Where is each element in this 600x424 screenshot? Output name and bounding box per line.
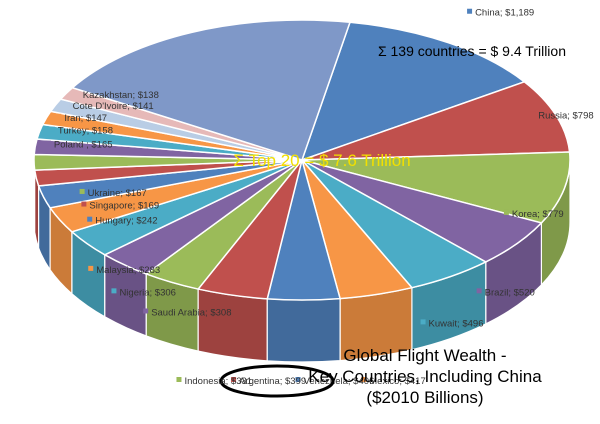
legend-key-venezuela	[295, 377, 301, 382]
data-label-ukraine: Ukraine; $167	[88, 188, 147, 199]
legend-key-iran	[56, 113, 62, 119]
legend-key-kuwait	[420, 319, 426, 325]
legend-key-kazakhstan	[74, 91, 80, 97]
pie-side-walls	[33, 159, 571, 363]
chart-title-line-1: Global Flight Wealth -	[343, 346, 506, 365]
legend-key-russia	[530, 111, 536, 117]
chart-title-line-3: ($2010 Billions)	[366, 388, 483, 407]
legend-key-cote-d-ivoire	[64, 102, 70, 108]
legend-key-singapore	[81, 201, 87, 207]
legend-key-hungary	[87, 216, 93, 222]
data-label-kuwait: Kuwait; $496	[429, 318, 484, 329]
data-label-china: China; $1,189	[475, 8, 534, 19]
data-label-hungary: Hungary; $242	[95, 216, 157, 227]
data-label-malaysia: Malaysia; $283	[96, 265, 160, 276]
data-label-russia: Russia; $798	[538, 110, 593, 121]
pie-slice-russia	[301, 80, 571, 161]
legend-key-ukraine	[79, 188, 85, 194]
data-label-indonesia: Indonesia; $331	[184, 376, 252, 387]
pie-slice-korea	[301, 151, 571, 224]
pie-slice-rest-of-world	[70, 19, 352, 161]
legend-key-korea	[503, 209, 509, 215]
data-label-venezuela: Venezuela; $406	[304, 376, 375, 387]
pie-side-argentina	[197, 288, 268, 362]
highlight-circle-argentina	[219, 364, 335, 398]
data-label-korea: Korea; $779	[512, 209, 564, 220]
legend-key-brazil	[476, 288, 482, 294]
data-label-nigeria: Nigeria; $306	[119, 287, 176, 298]
data-label-turkey: Turkey; $158	[58, 126, 113, 137]
data-label-mexico: Mexico; $417	[369, 376, 426, 387]
center-annotation: Σ Top 20 = $ 7.6 Trillion	[233, 151, 410, 170]
data-label-singapore: Singapore; $169	[89, 201, 159, 212]
data-label-cote-d-ivoire: Cote D'Ivoire; $141	[73, 101, 154, 112]
legend-key-malaysia	[88, 265, 94, 271]
legend-key-china	[467, 8, 473, 14]
pie-top-faces	[33, 19, 571, 301]
data-label-argentina: Argentina; $399	[239, 376, 306, 387]
data-label-saudi-arabia: Saudi Arabia; $308	[151, 307, 231, 318]
legend-key-saudi-arabia	[143, 308, 149, 314]
legend-key-indonesia	[176, 377, 182, 382]
legend-key-turkey	[49, 126, 55, 132]
pie-side-venezuela	[266, 297, 341, 363]
data-label-poland: Poland ; $165	[54, 140, 113, 151]
pie-labels: China; $1,189 Russia; $798 Korea; $779 Braz…	[45, 8, 594, 398]
legend-key-mexico	[361, 377, 367, 382]
pie-slice-china	[300, 21, 526, 162]
legend-key-nigeria	[111, 288, 117, 294]
chart-title-line-2: Key Countries, Including China	[308, 367, 542, 386]
legend-key-poland	[45, 140, 51, 146]
data-label-kazakhstan: Kazakhstan; $138	[83, 90, 159, 101]
legend-key-argentina	[231, 377, 237, 382]
data-label-brazil: Brazil; $520	[485, 287, 535, 298]
data-label-iran: Iran; $147	[64, 113, 107, 124]
total-annotation: Σ 139 countries = $ 9.4 Trillion	[378, 43, 566, 59]
